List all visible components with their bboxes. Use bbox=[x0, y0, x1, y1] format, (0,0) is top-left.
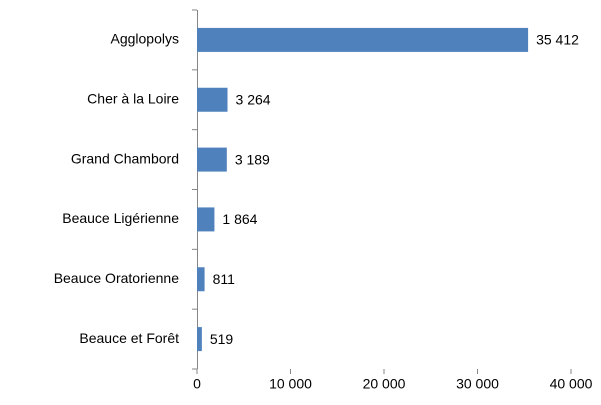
bar bbox=[197, 327, 202, 352]
y-tick-label: Agglopolys bbox=[111, 31, 180, 47]
y-tick-label: Beauce Oratorienne bbox=[54, 270, 180, 286]
x-tick-label: 0 bbox=[193, 376, 201, 392]
value-label: 811 bbox=[213, 271, 236, 287]
y-tick-label: Beauce et Forêt bbox=[79, 330, 179, 346]
value-label: 1 864 bbox=[222, 211, 257, 227]
x-tick-label: 20 000 bbox=[363, 376, 406, 392]
y-tick-label: Cher à la Loire bbox=[87, 90, 179, 106]
value-label: 3 189 bbox=[235, 151, 270, 167]
bar bbox=[197, 267, 205, 292]
value-label: 35 412 bbox=[536, 32, 579, 48]
y-tick-label: Beauce Ligérienne bbox=[62, 210, 179, 226]
bar bbox=[197, 207, 215, 232]
bar bbox=[197, 87, 228, 112]
bar bbox=[197, 147, 227, 172]
y-tick-label: Grand Chambord bbox=[71, 150, 179, 166]
bar bbox=[197, 27, 529, 52]
x-tick-label: 10 000 bbox=[269, 376, 312, 392]
value-label: 519 bbox=[210, 331, 234, 347]
value-label: 3 264 bbox=[236, 91, 271, 107]
x-tick-label: 40 000 bbox=[550, 376, 593, 392]
x-tick-label: 30 000 bbox=[456, 376, 499, 392]
